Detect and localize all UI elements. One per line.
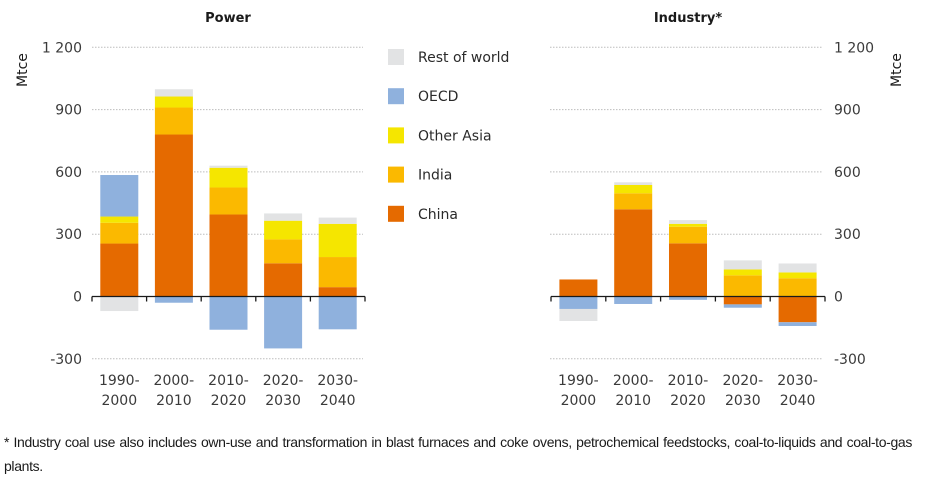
x-tick-label: 2020 (670, 393, 706, 409)
bar-china-2030-2040 (778, 296, 817, 323)
y-tick-label: 0 (73, 290, 82, 306)
bar-china-2000-2010 (614, 209, 653, 297)
y-tick-label: -300 (834, 352, 866, 368)
footnote: * Industry coal use also includes own-us… (4, 434, 912, 474)
bar-rest-of-world-2030-2040 (778, 263, 817, 273)
bar-china-2010-2020 (669, 243, 707, 297)
bar-other-asia-2020-2030 (264, 220, 303, 240)
y-axis-label: Mtce (15, 53, 31, 87)
y-tick-label: 600 (834, 165, 861, 181)
x-tick-label: 2030- (777, 373, 818, 389)
y-tick-label: 300 (834, 227, 861, 243)
bar-india-2000-2010 (154, 107, 193, 135)
legend-label-oecd: OECD (418, 89, 458, 105)
bar-rest-of-world-1990-2000 (100, 296, 139, 312)
x-tick-label: 2010- (208, 373, 249, 389)
bar-china-2020-2030 (264, 263, 303, 297)
bar-india-2000-2010 (614, 193, 653, 210)
bar-other-asia-2030-2040 (318, 223, 357, 258)
x-tick-label: 2000- (613, 373, 654, 389)
bar-other-asia-2010-2020 (669, 223, 707, 227)
bar-india-2020-2030 (723, 275, 762, 297)
x-tick-label: 1990- (99, 373, 140, 389)
x-tick-label: 2020 (211, 393, 247, 409)
x-tick-label: 2010- (668, 373, 709, 389)
x-tick-label: 1990- (558, 373, 599, 389)
y-tick-label: 0 (834, 290, 843, 306)
bar-oecd-2030-2040 (778, 322, 817, 326)
bar-rest-of-world-2000-2010 (614, 182, 653, 185)
x-tick-label: 2000- (154, 373, 195, 389)
y-tick-label: 300 (55, 227, 82, 243)
chart-title: Power (205, 11, 251, 26)
legend-label-china: China (418, 207, 458, 223)
bar-other-asia-2010-2020 (209, 167, 248, 188)
legend-swatch-other-asia (388, 127, 404, 144)
x-tick-label: 2000 (561, 393, 597, 409)
bar-china-1990-2000 (559, 279, 598, 297)
x-tick-label: 2020- (263, 373, 304, 389)
x-tick-label: 2040 (780, 393, 816, 409)
bar-oecd-2020-2030 (264, 296, 303, 349)
legend-label-india: India (418, 168, 452, 184)
power-panel: Power -300 0 300 600 900 1 200 Mtce 1990- 2000 200… (15, 11, 366, 409)
legend-swatch-china (388, 205, 404, 222)
bar-other-asia-2020-2030 (723, 269, 762, 276)
legend-swatch-india (388, 166, 404, 183)
bar-rest-of-world-1990-2000 (559, 308, 598, 322)
y-tick-label: 900 (55, 103, 82, 119)
x-tick-label: 2010 (615, 393, 651, 409)
bar-oecd-2000-2010 (614, 296, 653, 304)
bar-oecd-2020-2030 (723, 304, 762, 308)
bar-india-1990-2000 (100, 222, 139, 244)
bar-india-2020-2030 (264, 239, 303, 264)
x-tick-label: 2010 (156, 393, 192, 409)
bar-rest-of-world-2010-2020 (209, 165, 248, 168)
bar-china-2010-2020 (209, 214, 248, 297)
legend-label-other-asia: Other Asia (418, 128, 492, 144)
bar-rest-of-world-2020-2030 (264, 213, 303, 221)
y-tick-label: 600 (55, 165, 82, 181)
x-tick-label: 2020- (722, 373, 763, 389)
y-tick-label: 1 200 (834, 40, 874, 56)
bar-china-2030-2040 (318, 287, 357, 297)
bar-china-2000-2010 (154, 134, 193, 297)
legend-label-rest-of-world: Rest of world (418, 50, 509, 66)
y-tick-label: 1 200 (42, 40, 82, 56)
bar-other-asia-2030-2040 (778, 272, 817, 279)
y-axis-label: Mtce (889, 53, 905, 87)
bar-rest-of-world-2000-2010 (154, 89, 193, 97)
legend: Rest of world OECD Other Asia India China (388, 49, 509, 223)
bar-india-2030-2040 (318, 257, 357, 288)
bar-oecd-2030-2040 (318, 296, 357, 330)
bar-other-asia-1990-2000 (100, 216, 139, 223)
bar-india-2030-2040 (778, 278, 817, 297)
legend-swatch-oecd (388, 88, 404, 105)
y-tick-label: -300 (50, 352, 82, 368)
industry-panel: Industry* -300 0 300 600 900 1 200 Mtce 1990- 200… (550, 11, 905, 409)
bar-rest-of-world-2020-2030 (723, 260, 762, 270)
bar-oecd-2010-2020 (669, 296, 707, 300)
bar-india-2010-2020 (669, 226, 707, 244)
bar-oecd-2010-2020 (209, 296, 248, 330)
x-tick-label: 2030 (265, 393, 301, 409)
x-tick-label: 2040 (320, 393, 356, 409)
x-tick-label: 2030- (317, 373, 358, 389)
x-tick-label: 2030 (725, 393, 761, 409)
bar-rest-of-world-2010-2020 (669, 220, 707, 224)
legend-swatch-rest-of-world (388, 49, 404, 65)
bar-oecd-1990-2000 (100, 175, 139, 217)
bar-india-2010-2020 (209, 187, 248, 215)
bar-oecd-2000-2010 (154, 296, 193, 303)
chart-title: Industry* (654, 11, 722, 26)
x-tick-label: 2000 (101, 393, 137, 409)
bar-oecd-1990-2000 (559, 296, 598, 309)
y-tick-label: 900 (834, 103, 861, 119)
bar-china-2020-2030 (723, 296, 762, 305)
bar-other-asia-2000-2010 (614, 184, 653, 194)
bar-china-1990-2000 (100, 243, 139, 297)
bar-rest-of-world-2030-2040 (318, 217, 357, 224)
bar-other-asia-2000-2010 (154, 96, 193, 108)
